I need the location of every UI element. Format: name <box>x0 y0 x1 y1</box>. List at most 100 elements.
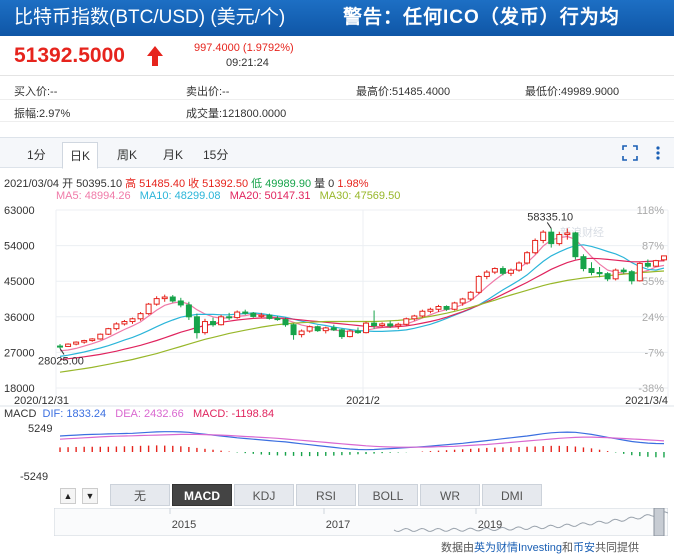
navigator-handle <box>653 508 665 536</box>
candle-body <box>459 298 466 304</box>
candle-body <box>499 268 506 274</box>
indicator-tab-dmi[interactable]: DMI <box>482 484 542 506</box>
candle-body <box>338 329 345 338</box>
candle-body <box>250 312 257 317</box>
current-price: 51392.5000 <box>14 44 125 67</box>
indicator-tab-rsi[interactable]: RSI <box>296 484 356 506</box>
candle-body <box>564 232 571 236</box>
quote-bar: 51392.5000 997.4000 (1.9792%) 09:21:24 <box>0 36 674 76</box>
candle-body <box>346 330 353 338</box>
next-arrow-icon[interactable]: ▼ <box>82 488 98 504</box>
candle-body <box>427 308 434 312</box>
range-navigator[interactable]: 2015 2017 2019 <box>54 508 668 536</box>
y-tick-label: 36000 <box>4 312 35 324</box>
tab-daily[interactable]: 日K <box>62 142 99 169</box>
candle-body <box>218 316 225 326</box>
candle-body <box>451 302 458 310</box>
candle-body <box>491 268 498 273</box>
title-bar: 比特币指数(BTC/USD) (美元/个) 警告：任何ICO（发币）行为均 <box>0 0 674 36</box>
x-tick-label: 2021/3/4 <box>625 395 668 407</box>
credit-link-investing[interactable]: Investing <box>518 542 563 554</box>
stats-row: 买入价:-- 卖出价:-- 最高价:51485.4000 最低价:49989.9… <box>0 78 674 100</box>
legend-ma30: MA30: 47569.50 <box>319 190 401 202</box>
candle-body <box>548 231 555 245</box>
candle-body <box>660 255 667 261</box>
y-tick-label: 27000 <box>4 347 35 359</box>
indicator-tab-wr[interactable]: WR <box>420 484 480 506</box>
candle-body <box>620 269 627 273</box>
candle-body <box>419 310 426 317</box>
candle-body <box>395 323 402 327</box>
candle-body <box>185 304 192 318</box>
tab-weekly[interactable]: 周K <box>117 148 138 162</box>
candle-body <box>266 314 273 319</box>
candle-body <box>274 317 281 321</box>
candle-body <box>282 319 289 326</box>
series-line-dif <box>59 431 665 451</box>
quote-time: 09:21:24 <box>226 57 269 69</box>
tab-15min[interactable]: 15分 <box>203 148 229 162</box>
macd-label: MACD <box>4 408 37 420</box>
indicator-tab-none[interactable]: 无 <box>110 484 170 506</box>
candle-body <box>443 306 450 310</box>
tab-1min[interactable]: 1分 <box>27 148 46 162</box>
candle-body <box>226 316 233 319</box>
candle-body <box>532 239 539 254</box>
legend-dif: DIF: 1833.24 <box>42 408 107 420</box>
candle-body <box>572 232 579 258</box>
candle-body <box>177 300 184 306</box>
data-credit: 数据由英为财情Investing和币安共同提供 <box>441 542 640 554</box>
candle-body <box>161 296 168 300</box>
candle-body <box>556 234 563 245</box>
candle-body <box>540 231 547 241</box>
candle-body <box>298 330 305 336</box>
candle-body <box>604 273 611 280</box>
candle-body <box>121 321 128 325</box>
candle-body <box>354 330 361 334</box>
watermark: 新浪财经 <box>560 225 604 239</box>
prev-arrow-icon[interactable]: ▲ <box>60 488 76 504</box>
high-price: 最高价:51485.4000 <box>356 86 451 98</box>
credit-link-binance[interactable]: 币安 <box>573 542 596 554</box>
max-annotation: 58335.10 <box>527 211 573 223</box>
amplitude: 振幅:2.97% <box>14 108 71 120</box>
tab-monthly[interactable]: 月K <box>163 148 184 162</box>
info-open: 开 50395.10 <box>62 178 123 190</box>
candle-body <box>379 323 386 327</box>
candle-body <box>652 260 659 267</box>
candle-body <box>588 268 595 273</box>
y-tick-label: 63000 <box>4 205 35 217</box>
navigator-year-label: 2015 <box>172 519 196 531</box>
series-line-ma20 <box>59 257 665 361</box>
indicator-tab-macd[interactable]: MACD <box>172 484 232 506</box>
navigator-year-label: 2019 <box>478 519 502 531</box>
candle-body <box>475 275 482 293</box>
y-tick-label: 18000 <box>4 383 35 395</box>
candle-body <box>524 252 531 264</box>
navigator-year-label: 2017 <box>326 519 350 531</box>
indicator-tab-kdj[interactable]: KDJ <box>234 484 294 506</box>
y-right-tick-label: 24% <box>642 312 664 324</box>
candle-body <box>242 311 249 314</box>
candle-body <box>314 326 321 332</box>
credit-link-yingwei[interactable]: 英为财情 <box>474 542 518 554</box>
candle-body <box>363 322 370 334</box>
info-high: 高 51485.40 <box>125 178 186 190</box>
stats-row: 振幅:2.97% 成交量:121800.0000 <box>0 100 674 122</box>
candle-body <box>330 327 337 331</box>
candle-body <box>507 269 514 274</box>
kline-chart[interactable]: 63000 54000 45000 36000 27000 18000 118% 87% 55%… <box>0 170 674 484</box>
candle-body <box>290 324 297 336</box>
y-right-tick-label: 118% <box>637 205 665 217</box>
legend-macd: MACD: -1198.84 <box>192 408 275 420</box>
indicator-tab-boll[interactable]: BOLL <box>358 484 418 506</box>
macd-tick-label: -5249 <box>20 471 48 483</box>
fullscreen-icon[interactable] <box>622 145 638 161</box>
candle-body <box>435 306 442 310</box>
info-close: 收 51392.50 <box>188 178 249 190</box>
y-right-tick-label: 55% <box>642 276 664 288</box>
info-date: 2021/03/04 <box>4 178 60 190</box>
y-right-tick-label: 87% <box>642 241 664 253</box>
candle-body <box>89 338 96 342</box>
settings-icon[interactable] <box>650 145 666 161</box>
